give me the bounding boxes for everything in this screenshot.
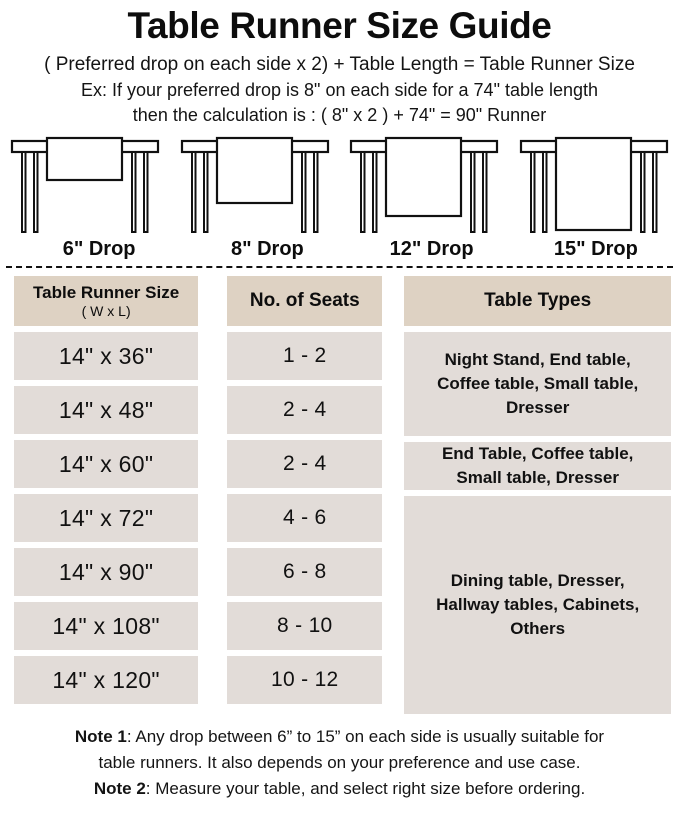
seats-cell-5: 6 - 8: [227, 548, 383, 596]
note-2-text: : Measure your table, and select right s…: [145, 779, 586, 798]
column-table-runner-size: Table Runner Size ( W x L) 14" x 36" 14"…: [14, 276, 199, 714]
seats-cell-6: 8 - 10: [227, 602, 383, 650]
diagram-15-inch-drop: [515, 134, 673, 239]
size-cell-5: 14" x 90": [14, 548, 199, 596]
header-types-label: Table Types: [484, 290, 592, 311]
header-cell-seats: No. of Seats: [227, 276, 383, 326]
header-size-sub: ( W x L): [81, 302, 131, 319]
types-cell-3: Dining table, Dresser, Hallway tables, C…: [404, 496, 671, 714]
seats-cell-4: 4 - 6: [227, 494, 383, 542]
header-seats-label: No. of Seats: [249, 290, 360, 311]
note-1-line-2: table runners. It also depends on your p…: [98, 753, 581, 772]
column-no-of-seats: No. of Seats 1 - 2 2 - 4 2 - 4 4 - 6 6 -…: [227, 276, 383, 714]
header-size-main: Table Runner Size: [33, 282, 180, 302]
seats-cell-2: 2 - 4: [227, 386, 383, 434]
seats-cell-1: 1 - 2: [227, 332, 383, 380]
note-1-label: Note 1: [74, 727, 127, 746]
types-cell-2: End Table, Coffee table, Small table, Dr…: [404, 442, 671, 490]
example-line-2: then the calculation is : ( 8" x 2 ) + 7…: [132, 105, 547, 125]
formula-text: ( Preferred drop on each side x 2) + Tab…: [44, 54, 635, 75]
table-illustration-6: [10, 136, 160, 233]
example-line-1: Ex: If your preferred drop is 8" on each…: [80, 80, 599, 100]
dashed-divider: [6, 266, 673, 268]
drop-label-12: 12" Drop: [389, 238, 474, 260]
drop-label-6: 6" Drop: [62, 238, 136, 260]
note-2-label: Note 2: [93, 779, 146, 798]
drop-labels-row: 6" Drop 8" Drop 12" Drop 15" Drop: [0, 238, 679, 261]
size-cell-3: 14" x 60": [14, 440, 199, 488]
diagram-12-inch-drop: [345, 134, 503, 239]
table-illustration-12: [350, 136, 499, 233]
header-cell-size: Table Runner Size ( W x L): [14, 276, 199, 326]
header-block: Table Runner Size Guide ( Preferred drop…: [0, 0, 679, 128]
header-cell-types: Table Types: [404, 276, 671, 326]
table-illustration-15: [519, 136, 669, 233]
drop-label-8: 8" Drop: [230, 238, 304, 260]
diagram-6-inch-drop: [6, 134, 164, 239]
types-cell-1: Night Stand, End table, Coffee table, Sm…: [404, 332, 671, 436]
seats-cell-3: 2 - 4: [227, 440, 383, 488]
size-cell-1: 14" x 36": [14, 332, 199, 380]
table-illustration-8: [180, 136, 329, 233]
size-cell-2: 14" x 48": [14, 386, 199, 434]
note-1-line-1: Note 1: Any drop between 6” to 15” on ea…: [6, 724, 673, 750]
note-1-text-1: : Any drop between 6” to 15” on each sid…: [126, 727, 605, 746]
size-cell-6: 14" x 108": [14, 602, 199, 650]
diagram-8-inch-drop: [176, 134, 334, 239]
size-table: Table Runner Size ( W x L) 14" x 36" 14"…: [0, 276, 679, 714]
size-cell-7: 14" x 120": [14, 656, 199, 704]
page-title: Table Runner Size Guide: [127, 5, 552, 46]
drop-diagrams: [0, 134, 679, 239]
note-2-line: Note 2: Measure your table, and select r…: [6, 776, 673, 802]
drop-label-15: 15" Drop: [553, 238, 638, 260]
column-table-types: Table Types Night Stand, End table, Coff…: [404, 276, 671, 714]
notes-block: Note 1: Any drop between 6” to 15” on ea…: [0, 724, 679, 802]
seats-cell-7: 10 - 12: [227, 656, 383, 704]
size-cell-4: 14" x 72": [14, 494, 199, 542]
